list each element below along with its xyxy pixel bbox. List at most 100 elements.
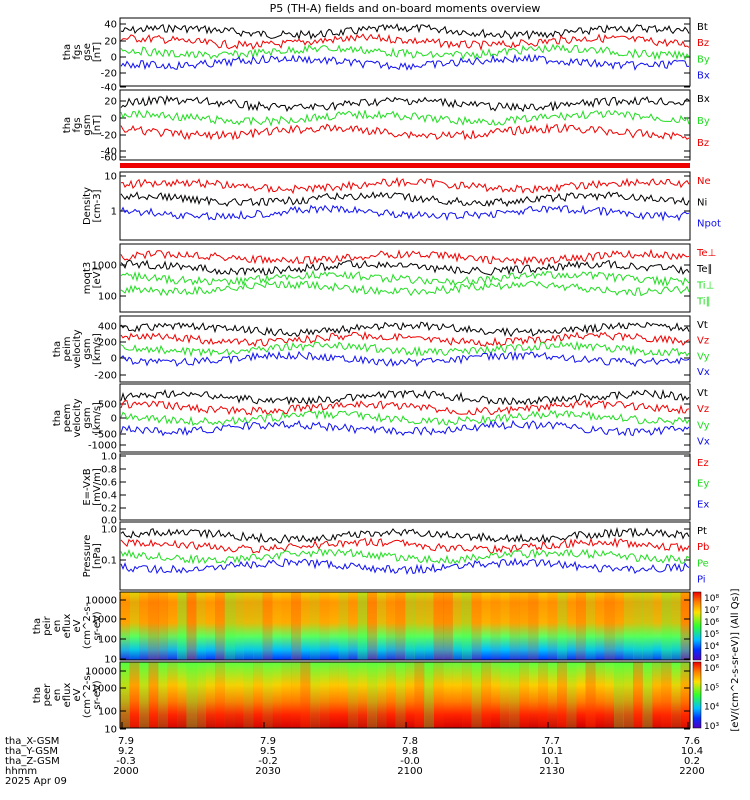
- legend-vz: Vz: [697, 336, 709, 347]
- y-axis-label: eflux: [62, 614, 73, 639]
- legend-pb: Pb: [697, 542, 709, 553]
- legend-vy: Vy: [697, 351, 710, 362]
- x-tick-label: 0.2: [684, 756, 700, 767]
- y-axis-label: tha: [32, 687, 43, 703]
- y-axis-label: (cm^2-s-: [82, 671, 93, 718]
- y-tick-label: 0.8: [101, 465, 117, 476]
- x-row-label: tha_Y-GSM: [5, 746, 58, 757]
- series-line: [120, 340, 690, 358]
- series-line: [120, 321, 690, 338]
- y-tick-label: 0: [111, 114, 117, 125]
- y-tick-label: 20: [104, 37, 117, 48]
- colorbar-label: [eV/(cm^2-s-sr-eV)] (All Qs)]: [730, 588, 741, 731]
- y-tick-label: 1000: [92, 615, 117, 626]
- panel-peim: [119, 315, 691, 383]
- y-tick-label: 40: [104, 20, 117, 31]
- series-line: [120, 526, 690, 544]
- y-axis-label: en: [52, 620, 63, 633]
- x-tick-label: 10.4: [681, 746, 703, 757]
- series-line: [120, 548, 690, 565]
- y-tick-label: -200: [94, 371, 117, 382]
- series-line: [120, 248, 690, 266]
- legend-vz: Vz: [697, 404, 709, 415]
- y-axis-label: [mV/m]: [92, 468, 103, 506]
- legend-ti⊥: Ti⊥: [696, 280, 714, 291]
- x-tick-label: 10.1: [541, 746, 563, 757]
- x-tick-label: 7.8: [402, 736, 418, 747]
- series-line: [120, 350, 690, 368]
- x-tick-label: 2030: [255, 766, 280, 777]
- series-line: [120, 536, 690, 554]
- colorbar-tick: 10⁵: [704, 630, 719, 640]
- y-tick-label: 0: [111, 414, 117, 425]
- legend-ne: Ne: [697, 176, 711, 187]
- legend-by: By: [697, 54, 710, 65]
- y-axis-label: Density: [82, 187, 93, 225]
- legend-vy: Vy: [697, 420, 710, 431]
- series-line: [120, 43, 690, 61]
- x-tick-label: 7.7: [544, 736, 560, 747]
- colorbar-tick: 10⁴: [704, 642, 719, 652]
- x-tick-label: 9.8: [402, 746, 418, 757]
- x-tick-label: 9.5: [260, 746, 276, 757]
- y-axis-label: E=-VxB: [82, 468, 93, 505]
- x-tick-label: -0.0: [400, 756, 420, 767]
- y-axis-label: velocity: [72, 398, 83, 437]
- panel-peir: [119, 591, 691, 661]
- y-tick-label: 1.0: [101, 525, 117, 536]
- y-axis-label: tha: [62, 117, 73, 133]
- y-tick-label: 0.1: [101, 556, 117, 567]
- legend-by: By: [697, 116, 710, 127]
- y-tick-label: 0: [111, 53, 117, 64]
- y-tick-label: 400: [98, 322, 117, 333]
- series-line: [120, 388, 690, 406]
- x-tick-label: -0.3: [116, 756, 136, 767]
- legend-pi: Pi: [697, 575, 706, 586]
- series-line: [120, 269, 690, 287]
- y-axis-label: peer: [42, 683, 53, 707]
- colorbar-tick: 10⁵: [704, 683, 719, 693]
- y-axis-label: (cm^2-s-: [82, 602, 93, 649]
- legend-ez: Ez: [697, 458, 709, 469]
- y-tick-label: 0.2: [101, 504, 117, 515]
- legend-pt: Pt: [697, 526, 707, 537]
- x-tick-label: 7.6: [684, 736, 700, 747]
- y-axis-label: sr-eV): [92, 680, 103, 709]
- x-tick-label: 2130: [539, 766, 564, 777]
- panel-peer: [119, 661, 691, 730]
- y-axis-label: en: [52, 689, 63, 702]
- y-axis-label: [km/s]: [92, 402, 103, 434]
- series-line: [120, 259, 690, 277]
- panel-peem: [119, 383, 691, 453]
- y-axis-label: peem: [62, 404, 73, 432]
- y-tick-label: -20: [101, 69, 117, 80]
- y-axis-label: [nT]: [92, 115, 103, 135]
- series-line: [120, 409, 690, 426]
- x-tick-label: 2100: [397, 766, 422, 777]
- y-axis-label: tha: [32, 618, 43, 634]
- y-tick-label: -40: [101, 147, 117, 158]
- y-axis-label: velocity: [72, 329, 83, 368]
- legend-bz: Bz: [697, 138, 709, 149]
- x-tick-label: -0.2: [258, 756, 278, 767]
- legend-bx: Bx: [697, 71, 710, 82]
- legend-bx: Bx: [697, 94, 710, 105]
- legend-vx: Vx: [697, 437, 710, 448]
- y-tick-label: 10000: [85, 596, 117, 607]
- colorbar-tick: 10⁷: [704, 606, 719, 616]
- legend-te⊥: Te⊥: [696, 248, 716, 259]
- colorbar: [692, 661, 702, 729]
- colorbar-tick: 10⁴: [704, 703, 719, 713]
- y-tick-label: 200: [98, 338, 117, 349]
- y-axis-label: [cm-3]: [92, 189, 103, 222]
- x-tick-label: 2000: [113, 766, 138, 777]
- y-axis-label: sr-eV): [92, 611, 103, 640]
- y-tick-label: -500: [94, 430, 117, 441]
- series-line: [120, 109, 690, 127]
- y-tick-label: 0: [111, 354, 117, 365]
- y-axis-label: Pressure: [82, 535, 93, 578]
- y-axis-label: eflux: [62, 683, 73, 708]
- x-row-label: tha_X-GSM: [5, 736, 59, 747]
- y-tick-label: 100: [98, 635, 117, 646]
